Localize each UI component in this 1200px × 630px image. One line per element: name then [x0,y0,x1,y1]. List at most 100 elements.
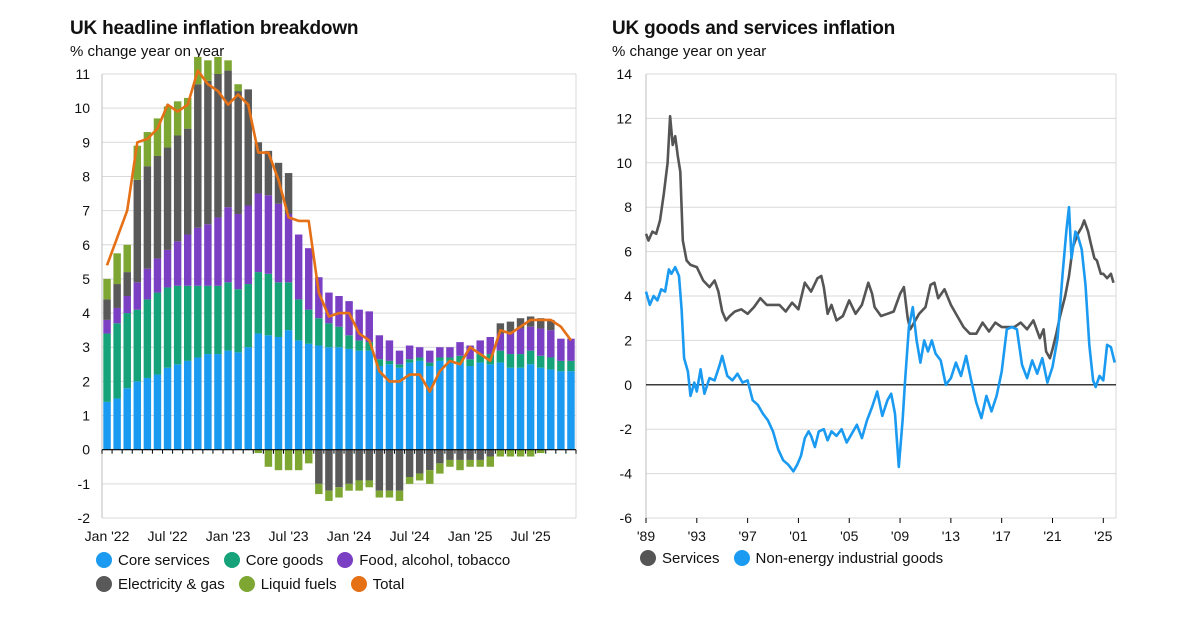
bar-segment [345,449,353,484]
left-chart-ylabel: % change year on year [70,43,225,60]
bar-segment [446,459,454,467]
right-x-tick-label: '01 [789,528,807,544]
bar-segment [355,449,363,481]
right-chart-ylabel: % change year on year [612,43,767,60]
bar-segment [133,381,142,450]
bar-segment [254,333,263,450]
left-x-tick-label: Jul '23 [269,528,309,544]
bar-segment [476,354,484,363]
bar-segment [113,284,121,308]
bar-segment [194,84,202,228]
left-y-tick-label: 0 [82,442,90,458]
bar-segment [143,132,152,167]
bar-segment [123,296,131,314]
right-y-tick-label: -4 [620,466,633,482]
bar-segment [466,449,474,460]
bar-segment [113,307,121,324]
left-y-tick-label: 1 [82,408,90,424]
bar-segment [183,97,192,129]
legend-swatch [337,552,354,568]
bar-segment [284,173,293,215]
bar-segment [536,328,545,356]
bar-segment [234,91,242,215]
bar-segment [214,56,222,74]
left-y-tick-label: 11 [75,66,90,82]
bar-segment [415,473,424,481]
left-y-tick-label: 10 [74,100,90,116]
bar-segment [436,347,444,358]
bar-segment [244,284,252,348]
bar-segment [103,278,111,300]
legend-item: Liquid fuels [238,575,337,593]
bar-segment [335,487,343,498]
right-x-tick-label: '13 [942,528,960,544]
bar-segment [123,313,131,389]
bar-segment [294,299,303,341]
bar-segment [335,296,343,327]
bar-segment [173,285,182,365]
bar-segment [194,227,202,286]
bar-segment [173,101,182,136]
bar-segment [204,60,212,81]
bar-segment [446,347,454,358]
bar-segment [143,166,152,269]
bar-segment [466,366,474,450]
bar-segment [153,258,162,293]
left-y-tick-label: 6 [82,237,90,253]
non-energy-goods-line [644,205,1116,473]
right-y-tick-label: 6 [624,244,632,260]
legend-label: Core goods [245,551,324,569]
bar-segment [345,335,353,349]
bar-segment [234,352,242,450]
bar-segment [153,292,162,375]
bar-segment [436,360,444,450]
left-y-tick-label: 2 [82,373,90,389]
bar-segment [415,449,424,474]
bar-segment [345,348,353,450]
bar-segment [133,309,142,382]
bar-segment [516,449,525,457]
legend-label: Liquid fuels [260,575,337,593]
bar-segment [426,366,434,450]
bar-segment [325,490,333,501]
bar-segment [163,287,172,368]
bar-segment [405,477,414,484]
bar-segment [476,362,484,450]
bar-segment [264,150,273,196]
bar-segment [536,318,545,329]
legend-item: Electricity & gas [96,576,225,593]
bar-segment [395,449,404,491]
bar-segment [516,354,525,368]
bar-segment [375,366,384,450]
bar-segment [244,347,252,450]
bar-segment [183,128,192,235]
bar-segment [355,309,363,341]
bar-segment [567,371,575,450]
bar-segment [305,309,313,344]
legend-item: Non-energy industrial goods [733,550,943,567]
bar-segment [173,241,182,286]
right-x-tick-label: '17 [993,528,1011,544]
bar-segment [496,362,505,450]
bar-segment [426,449,434,471]
bar-segment [153,374,162,450]
bar-segment [113,323,121,399]
bar-segment [214,74,222,218]
bar-segment [395,364,404,368]
bar-segment [264,449,273,467]
bar-segment [143,268,152,300]
right-x-tick-label: '97 [738,528,756,544]
right-y-tick-label: 8 [624,199,632,215]
bar-segment [486,336,495,355]
bar-segment [163,147,172,250]
bar-segment [516,318,525,329]
bar-segment [547,330,555,358]
bar-segment [486,364,495,450]
bar-segment [536,449,545,454]
bar-segment [224,60,232,71]
bar-segment [204,354,212,450]
bar-segment [365,480,373,488]
bar-segment [456,355,464,363]
bar-segment [426,350,434,363]
legend-swatch [96,576,112,592]
